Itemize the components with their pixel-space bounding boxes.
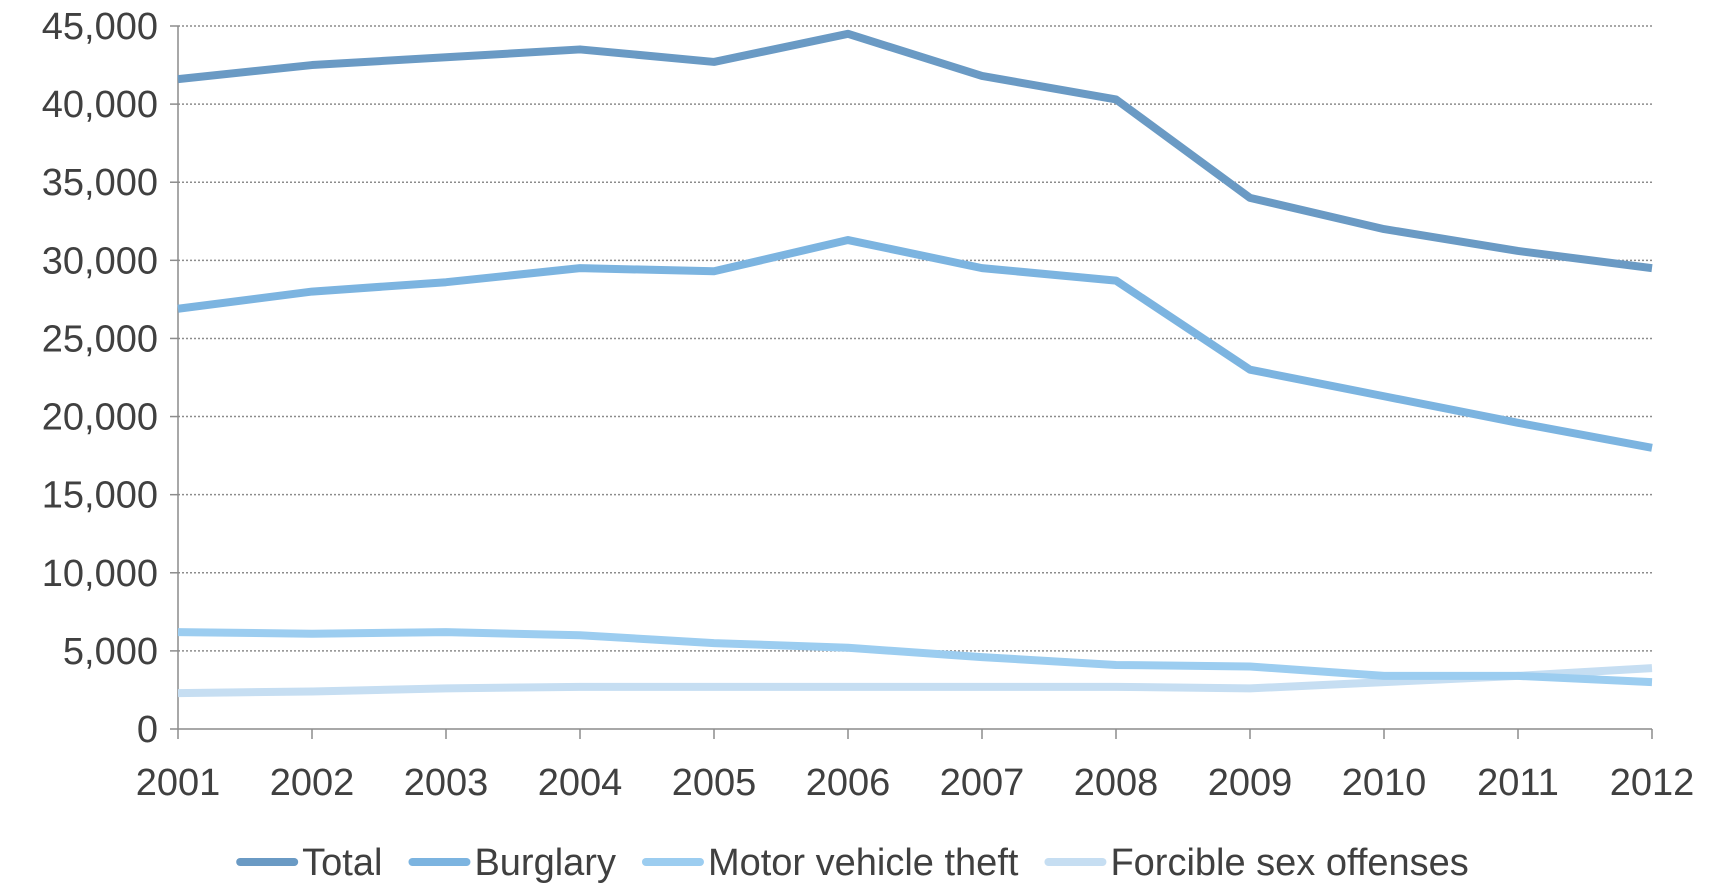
x-tick-label: 2001 xyxy=(136,762,221,804)
y-tick-label: 30,000 xyxy=(42,240,158,282)
series-lines xyxy=(177,29,1653,698)
series-line-burglary xyxy=(177,236,1653,452)
x-tick-label: 2003 xyxy=(404,762,489,804)
x-tick-label: 2011 xyxy=(1477,762,1559,804)
x-tick-label: 2012 xyxy=(1610,762,1695,804)
legend-item: Burglary xyxy=(408,842,616,884)
legend: Total Burglary Motor vehicle theft Forcible… xyxy=(236,842,1469,884)
x-tick-label: 2010 xyxy=(1342,762,1427,804)
x-tick-label: 2009 xyxy=(1208,762,1293,804)
legend-label: Burglary xyxy=(474,842,616,884)
x-tick-label: 2008 xyxy=(1074,762,1159,804)
x-tick-label: 2004 xyxy=(538,762,623,804)
legend-item: Total xyxy=(236,842,382,884)
series-line-total xyxy=(177,29,1653,273)
x-tick-label: 2002 xyxy=(270,762,355,804)
y-tick-label: 35,000 xyxy=(42,162,158,204)
legend-label: Motor vehicle theft xyxy=(708,842,1019,884)
series-line-motor-vehicle-theft xyxy=(177,628,1653,687)
legend-item: Motor vehicle theft xyxy=(641,842,1019,884)
y-tick-label: 0 xyxy=(137,709,158,751)
y-tick-label: 40,000 xyxy=(42,84,158,126)
axes xyxy=(170,25,1653,739)
x-tick-label: 2006 xyxy=(806,762,891,804)
y-tick-label: 20,000 xyxy=(42,397,158,439)
y-axis-tick-labels: 0 5,000 10,000 15,000 20,000 25,000 30,000 35,0… xyxy=(42,6,158,751)
y-tick-label: 5,000 xyxy=(63,631,158,673)
x-tick-label: 2005 xyxy=(672,762,757,804)
legend-label: Forcible sex offenses xyxy=(1110,842,1468,884)
x-axis-tick-labels: 2001 2002 2003 2004 2005 2006 2007 2008 2009 2010… xyxy=(136,762,1695,804)
y-tick-label: 15,000 xyxy=(42,475,158,517)
series-line-forcible-sex-offenses xyxy=(177,664,1653,698)
legend-label: Total xyxy=(302,842,382,884)
y-tick-label: 10,000 xyxy=(42,553,158,595)
legend-item: Forcible sex offenses xyxy=(1044,842,1469,884)
y-tick-label: 25,000 xyxy=(42,318,158,360)
x-tick-label: 2007 xyxy=(940,762,1025,804)
y-tick-label: 45,000 xyxy=(42,6,158,48)
gridlines xyxy=(178,25,1652,652)
